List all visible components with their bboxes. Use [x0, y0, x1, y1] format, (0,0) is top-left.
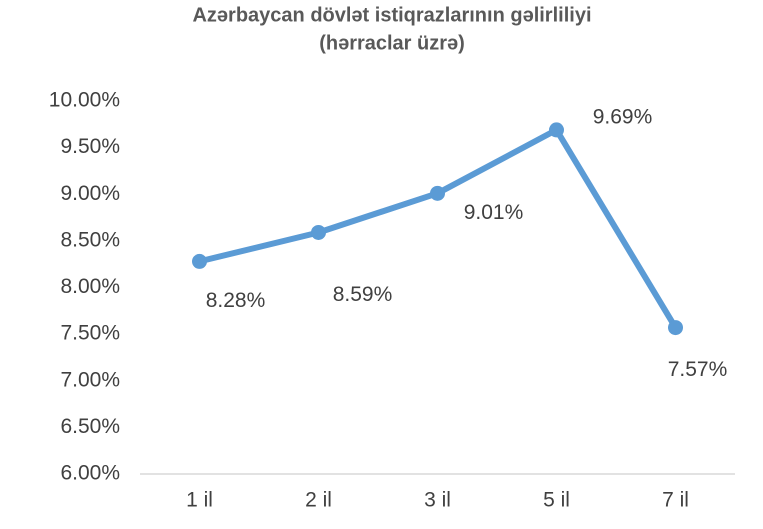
data-point: [192, 253, 207, 269]
y-tick-label: 9.00%: [60, 182, 120, 205]
y-tick-label: 6.50%: [60, 415, 120, 438]
data-point: [430, 185, 445, 201]
y-tick-label: 9.50%: [60, 135, 120, 158]
x-tick-label: 5 il: [543, 489, 570, 512]
data-label: 7.57%: [668, 358, 728, 381]
data-label: 8.59%: [333, 283, 393, 306]
y-tick-label: 6.00%: [60, 462, 120, 485]
data-point: [668, 320, 683, 336]
y-tick-label: 7.00%: [60, 368, 120, 391]
x-tick-label: 2 il: [305, 489, 332, 512]
x-tick-label: 3 il: [424, 489, 451, 512]
y-tick-label: 8.50%: [60, 228, 120, 251]
data-label: 9.01%: [464, 201, 524, 224]
x-tick-label: 1 il: [186, 489, 213, 512]
y-tick-label: 7.50%: [60, 322, 120, 345]
chart-title: Azərbaycan dövlət istiqrazlarının gəlirl…: [192, 4, 591, 26]
data-point: [549, 122, 564, 138]
data-point: [311, 224, 326, 240]
data-label: 8.28%: [206, 289, 266, 312]
chart-subtitle: (hərraclar üzrə): [319, 32, 465, 54]
data-line: [198, 126, 679, 330]
data-label: 9.69%: [593, 105, 653, 128]
y-tick-label: 10.00%: [49, 89, 120, 112]
y-tick-label: 8.00%: [60, 275, 120, 298]
x-tick-label: 7 il: [662, 489, 689, 512]
